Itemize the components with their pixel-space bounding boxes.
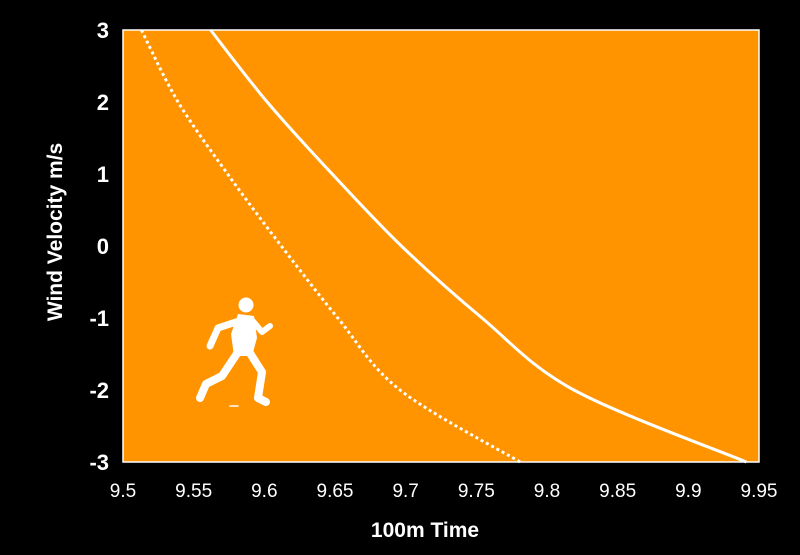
x-tick-label: 9.75 [458, 481, 495, 502]
x-tick-label: 9.8 [534, 481, 560, 502]
y-tick-label: -3 [89, 450, 109, 475]
y-tick-label: -2 [89, 378, 109, 403]
y-tick-label: 3 [97, 18, 109, 43]
x-tick-label: 9.85 [599, 481, 636, 502]
x-axis-ticks: 9.5 9.55 9.6 9.65 9.7 9.75 9.8 9.85 9.9 9.95 [110, 481, 778, 502]
sprinter-silhouette-icon [196, 297, 273, 407]
x-tick-label: 9.65 [317, 481, 354, 502]
series-line-solid [209, 29, 747, 464]
x-axis-title: 100m Time [371, 519, 479, 542]
plot-area [122, 29, 760, 463]
x-tick-label: 9.7 [392, 481, 418, 502]
x-tick-label: 9.55 [175, 481, 212, 502]
x-tick-label: 9.9 [675, 481, 701, 502]
y-tick-label: 2 [97, 90, 109, 115]
x-tick-label: 9.5 [110, 481, 136, 502]
series-layer [140, 29, 747, 464]
y-tick-label: 0 [97, 234, 109, 259]
y-axis-ticks: 3 2 1 0 -1 -2 -3 [89, 18, 109, 475]
y-axis-title: Wind Velocity m/s [44, 143, 67, 321]
x-tick-label: 9.6 [251, 481, 277, 502]
y-tick-label: -1 [89, 306, 109, 331]
y-tick-label: 1 [97, 162, 109, 187]
x-tick-label: 9.95 [741, 481, 778, 502]
